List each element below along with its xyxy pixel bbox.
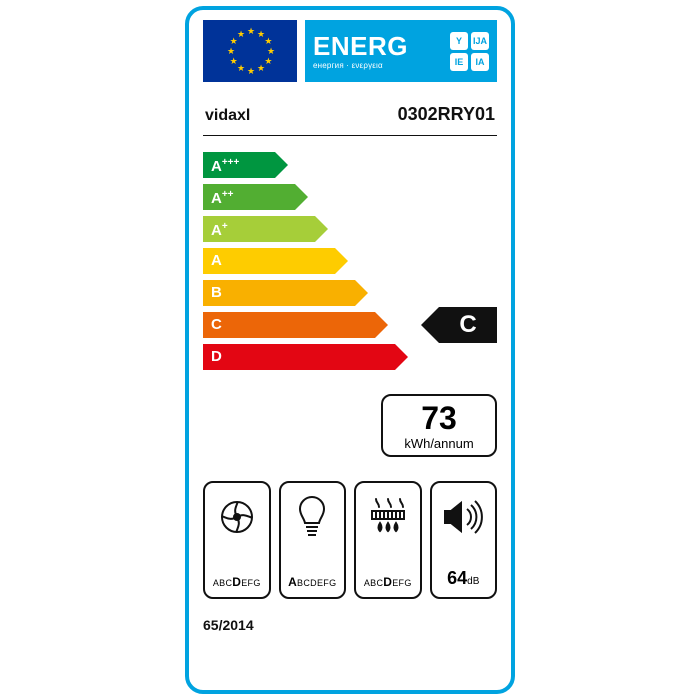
annual-consumption: 73 kWh/annum — [381, 394, 497, 457]
light-scale: ABCDEFG — [288, 575, 336, 589]
fan-icon — [217, 493, 257, 541]
fume-extraction-box: ABCDEFG — [203, 481, 271, 599]
energy-subtitle: енергия · ενεργεια — [313, 61, 450, 70]
energy-label: ★★★★★★★★★★★★ ENERG енергия · ενεργεια Y … — [185, 6, 515, 694]
energy-class-arrow: A — [203, 248, 335, 274]
energy-class-arrow: A++ — [203, 184, 295, 210]
lang-cell: IA — [471, 53, 489, 71]
speaker-icon — [441, 493, 485, 541]
energy-class-scale: A+++A++A+ABCDC — [203, 152, 497, 376]
performance-row: ABCDEFG ABCDEFG ABCDEFG 64dB — [203, 481, 497, 599]
brand-name: vidaxl — [205, 107, 250, 125]
energy-class-arrow: C — [203, 312, 375, 338]
product-row: vidaxl 0302RRY01 — [203, 104, 497, 125]
consumption-unit: kWh/annum — [387, 436, 491, 451]
noise-value: 64dB — [447, 568, 479, 589]
grease-scale: ABCDEFG — [364, 575, 412, 589]
energy-banner: ENERG енергия · ενεργεια Y IJA IE IA — [305, 20, 497, 82]
energy-title: ENERG — [313, 33, 450, 59]
lang-cell: Y — [450, 32, 468, 50]
noise-box: 64dB — [430, 481, 498, 599]
language-suffix-grid: Y IJA IE IA — [450, 32, 489, 71]
lang-cell: IJA — [471, 32, 489, 50]
bulb-icon — [292, 493, 332, 541]
lighting-box: ABCDEFG — [279, 481, 347, 599]
regulation-number: 65/2014 — [203, 617, 497, 633]
energy-class-arrow: B — [203, 280, 355, 306]
energy-class-arrow: A+ — [203, 216, 315, 242]
fume-scale: ABCDEFG — [213, 575, 261, 589]
lang-cell: IE — [450, 53, 468, 71]
current-class-letter: C — [439, 307, 497, 343]
eu-flag-icon: ★★★★★★★★★★★★ — [203, 20, 297, 82]
current-class-pointer: C — [421, 307, 497, 343]
divider — [203, 135, 497, 136]
consumption-value: 73 — [387, 402, 491, 434]
grease-filter-icon — [366, 493, 410, 541]
header: ★★★★★★★★★★★★ ENERG енергия · ενεργεια Y … — [203, 20, 497, 82]
model-number: 0302RRY01 — [398, 104, 495, 125]
grease-filter-box: ABCDEFG — [354, 481, 422, 599]
energy-class-arrow: A+++ — [203, 152, 275, 178]
energy-class-arrow: D — [203, 344, 395, 370]
